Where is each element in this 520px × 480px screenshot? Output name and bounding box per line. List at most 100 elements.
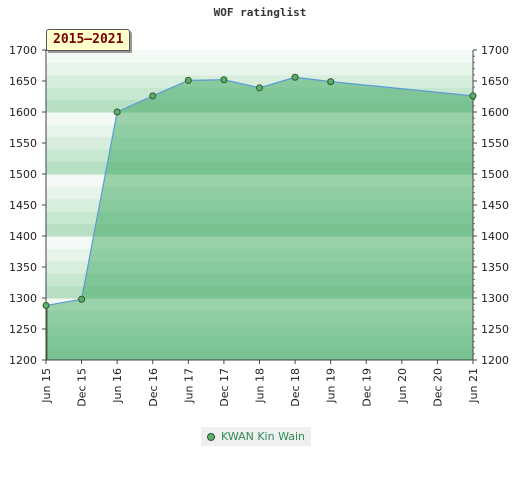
data-point: [291, 73, 299, 81]
y-tick-label-right: 1650: [481, 75, 509, 88]
band-dark: [46, 211, 473, 218]
y-tick-label-left: 1650: [9, 75, 37, 88]
data-point: [256, 84, 263, 92]
band-dark: [46, 198, 473, 206]
band-dark: [46, 149, 473, 156]
x-tick-label: Jun 18: [254, 368, 267, 404]
y-tick-label-left: 1600: [9, 106, 37, 119]
band-dark: [46, 174, 473, 181]
band-dark: [46, 167, 473, 175]
data-point: [469, 92, 477, 100]
data-points: [42, 73, 477, 360]
y-tick-label-left: 1450: [9, 199, 37, 212]
band-dark: [46, 161, 473, 169]
y-tick-label-right: 1550: [481, 137, 509, 150]
y-tick-label-right: 1450: [481, 199, 509, 212]
data-point: [42, 301, 50, 309]
band-dark: [46, 93, 473, 101]
y-tick-label-left: 1700: [9, 44, 37, 57]
y-tick-label-right: 1350: [481, 261, 509, 274]
y-tick-label-left: 1350: [9, 261, 37, 274]
x-tick-label: Dec 15: [76, 368, 89, 407]
x-tick-label: Dec 17: [218, 368, 231, 407]
y-tick-label-right: 1500: [481, 168, 509, 181]
data-point: [220, 76, 228, 84]
band: [46, 62, 473, 70]
band-dark: [46, 180, 473, 187]
y-tick-label-left: 1200: [9, 354, 37, 367]
x-tick-label: Dec 19: [360, 368, 373, 407]
axes: 1200 1200 1250 1250 1300 1300 1350 1350 1400 1400…: [9, 44, 509, 407]
band-dark: [46, 329, 473, 336]
band-dark: [46, 341, 473, 349]
band-dark: [46, 316, 473, 324]
y-tick-label-right: 1300: [481, 292, 509, 305]
band-dark: [46, 229, 473, 237]
band-dark: [46, 186, 473, 194]
y-tick-label-right: 1600: [481, 106, 509, 119]
data-point: [113, 108, 121, 116]
x-tick-label: Jun 16: [111, 368, 124, 404]
band-dark: [46, 236, 473, 243]
band-dark: [46, 105, 473, 113]
band-dark: [46, 260, 473, 268]
band: [46, 56, 473, 63]
band-dark: [46, 155, 473, 163]
band-dark: [46, 136, 473, 144]
x-tick-label: Dec 16: [147, 368, 160, 407]
series-line: [45, 76, 474, 307]
y-tick-label-right: 1400: [481, 230, 509, 243]
chart-title: WOF ratinglist: [213, 6, 307, 19]
band-dark: [46, 310, 473, 318]
band-dark: [46, 347, 473, 355]
data-point: [78, 295, 86, 303]
band-dark: [46, 248, 473, 256]
data-point: [149, 92, 157, 100]
data-point: [184, 76, 192, 84]
band-dark: [46, 298, 473, 305]
y-tick-label-left: 1400: [9, 230, 37, 243]
period-badge: 2015—2021: [46, 29, 131, 51]
y-tick-label-left: 1250: [9, 323, 37, 336]
band-dark: [46, 112, 473, 119]
y-tick-label-right: 1700: [481, 44, 509, 57]
band-dark: [46, 192, 473, 200]
x-tick-label: Dec 20: [431, 368, 444, 407]
area-layer: [46, 77, 473, 360]
band-dark: [46, 130, 473, 138]
x-tick-label: Jun 17: [182, 368, 195, 404]
band-dark: [46, 267, 473, 274]
band: [46, 50, 473, 57]
legend-marker: [207, 432, 215, 441]
data-point: [327, 78, 335, 86]
band-dark: [46, 205, 473, 212]
x-tick-label: Jun 15: [40, 368, 53, 404]
band-dark: [46, 285, 473, 293]
legend[interactable]: KWAN Kin Wain: [201, 427, 312, 446]
band: [46, 68, 473, 76]
band-dark: [46, 99, 473, 107]
band-dark: [46, 353, 473, 360]
y-tick-label-left: 1550: [9, 137, 37, 150]
band-dark: [46, 254, 473, 262]
legend-label: KWAN Kin Wain: [221, 430, 306, 443]
x-tick-label: Jun 21: [467, 368, 480, 404]
x-tick-label: Jun 19: [325, 368, 338, 404]
band-dark: [46, 304, 473, 311]
band-dark: [46, 322, 473, 330]
band-dark: [46, 217, 473, 225]
y-tick-label-right: 1200: [481, 354, 509, 367]
band-dark: [46, 335, 473, 342]
y-tick-label-left: 1300: [9, 292, 37, 305]
band-dark: [46, 291, 473, 299]
band-dark: [46, 124, 473, 132]
band-dark: [46, 223, 473, 231]
band-dark: [46, 273, 473, 280]
y-tick-label-left: 1500: [9, 168, 37, 181]
band-dark: [46, 143, 473, 150]
x-tick-label: Jun 20: [396, 368, 409, 404]
band: [46, 74, 473, 82]
band-dark: [46, 279, 473, 287]
band-dark: [46, 118, 473, 125]
